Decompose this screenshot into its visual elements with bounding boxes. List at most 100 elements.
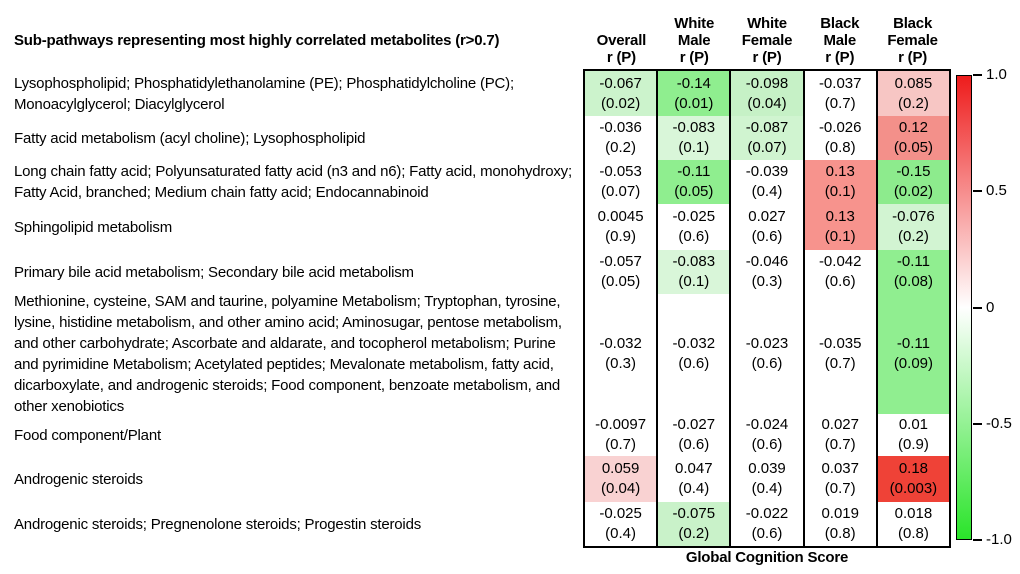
- heatmap-cell: -0.098 (0.04): [729, 71, 803, 116]
- cell-r-value: -0.035: [818, 335, 862, 352]
- cell-r-value: 0.13: [825, 208, 855, 225]
- heatmap-cell: -0.026 (0.8): [802, 116, 876, 160]
- colorbar-tick-label: 0: [986, 298, 995, 316]
- heatmap-cell: -0.022 (0.6): [729, 502, 803, 546]
- heatmap-cell: -0.024 (0.6): [729, 414, 803, 456]
- colorbar-tick-label: 1.0: [986, 66, 1007, 83]
- column-header-1: Overall r (P): [596, 32, 647, 66]
- cell-r-value: 0.019: [821, 505, 859, 522]
- cell-p-value: (0.7): [824, 436, 856, 453]
- heatmap-cell: 0.085 (0.2): [875, 71, 950, 116]
- column-header-3: White Female r (P): [741, 15, 793, 66]
- cell-r-value: -0.067: [599, 74, 642, 92]
- heatmap-cell: 0.18 (0.003): [875, 456, 950, 502]
- cell-p-value: (0.01): [674, 94, 714, 112]
- cell-r-value: 0.0045: [597, 208, 644, 225]
- heatmap-cell: -0.076 (0.2): [875, 204, 950, 250]
- cell-r-value: -0.075: [672, 505, 716, 522]
- cell-p-value: (0.4): [751, 183, 783, 200]
- cell-r-value: -0.023: [745, 335, 789, 352]
- cell-p-value: (0.2): [897, 228, 929, 245]
- heatmap-cell: -0.057 (0.05): [585, 250, 657, 294]
- heatmap-cell: 0.027 (0.7): [802, 414, 876, 456]
- cell-p-value: (0.9): [605, 228, 637, 245]
- heatmap-cell: 0.01 (0.9): [875, 414, 950, 456]
- cell-p-value: (0.4): [605, 525, 637, 542]
- cell-r-value: -0.098: [745, 74, 789, 92]
- heatmap-row: 0.0045 (0.9) -0.025 (0.6) 0.027 (0.6) 0.13 (0.1…: [585, 204, 950, 250]
- cell-p-value: (0.7): [824, 355, 856, 372]
- cell-p-value: (0.6): [824, 273, 856, 290]
- cell-p-value: (0.6): [751, 355, 783, 372]
- row-pathway-label: Lysophospholipid; Phosphatidylethanolami…: [14, 74, 514, 113]
- x-axis-label: Global Cognition Score: [685, 549, 849, 566]
- cell-p-value: (0.003): [889, 480, 938, 497]
- heatmap-cell: 0.13 (0.1): [802, 204, 876, 250]
- cell-r-value: 0.12: [898, 119, 929, 136]
- colorbar-tick-label: -0.5: [986, 414, 1012, 432]
- cell-r-value: -0.027: [672, 416, 716, 433]
- colorbar-tick: [973, 74, 982, 76]
- cell-p-value: (0.2): [678, 525, 710, 542]
- cell-p-value: (0.6): [678, 228, 710, 245]
- cell-p-value: (0.6): [678, 355, 710, 372]
- heatmap-cell: 0.0045 (0.9): [585, 204, 657, 250]
- cell-r-value: 0.01: [898, 416, 929, 433]
- colorbar-tick-label: -1.0: [986, 531, 1012, 548]
- heatmap-cell: 0.13 (0.1): [802, 160, 876, 204]
- cell-p-value: (0.02): [601, 94, 641, 112]
- heatmap-row: 0.059 (0.04) 0.047 (0.4) 0.039 (0.4) 0.037 (0.7…: [585, 456, 950, 502]
- cell-p-value: (0.7): [605, 436, 637, 453]
- cell-r-value: -0.076: [892, 208, 935, 225]
- cell-p-value: (0.3): [751, 273, 783, 290]
- heatmap-cell: -0.11 (0.08): [875, 250, 950, 294]
- heatmap-cell: -0.037 (0.7): [802, 71, 876, 116]
- colorbar-tick-label: 0.5: [986, 182, 1007, 200]
- column-header-4: Black Male r (P): [820, 15, 860, 66]
- heatmap-cell: -0.067 (0.02): [585, 71, 657, 116]
- row-pathway-label: Androgenic steroids: [14, 470, 143, 488]
- cell-r-value: -0.032: [672, 335, 716, 352]
- cell-r-value: -0.11: [896, 253, 930, 270]
- row-pathway-label: Androgenic steroids; Pregnenolone steroi…: [14, 515, 422, 533]
- cell-p-value: (0.6): [751, 525, 783, 542]
- cell-p-value: (0.07): [747, 139, 787, 156]
- cell-p-value: (0.02): [893, 183, 933, 200]
- heatmap-grid: -0.067 (0.02) -0.14 (0.01) -0.098 (0.04) -0.03…: [583, 69, 951, 548]
- cell-r-value: 0.039: [748, 460, 786, 477]
- heatmap-cell: -0.025 (0.6): [656, 204, 730, 250]
- cell-r-value: -0.025: [672, 208, 716, 225]
- heatmap-cell: -0.0097 (0.7): [585, 414, 657, 456]
- cell-p-value: (0.3): [605, 355, 637, 372]
- cell-r-value: 0.18: [898, 460, 929, 477]
- heatmap-cell: -0.087 (0.07): [729, 116, 803, 160]
- cell-p-value: (0.7): [824, 480, 856, 497]
- cell-p-value: (0.1): [824, 183, 856, 200]
- heatmap-cell: 0.018 (0.8): [875, 502, 950, 546]
- row-pathway-label: Food component/Plant: [14, 426, 161, 444]
- heatmap-cell: -0.15 (0.02): [875, 160, 950, 204]
- cell-p-value: (0.6): [751, 228, 783, 245]
- column-headers: Overall r (P) White Male r (P) White Femal…: [585, 8, 949, 66]
- cell-p-value: (0.09): [893, 355, 933, 372]
- cell-r-value: -0.024: [745, 416, 789, 433]
- heatmap-cell: -0.042 (0.6): [802, 250, 876, 294]
- heatmap-cell: 0.059 (0.04): [585, 456, 657, 502]
- row-pathway-label: Long chain fatty acid; Polyunsaturated f…: [14, 163, 572, 201]
- heatmap-row: -0.036 (0.2) -0.083 (0.1) -0.087 (0.07) -0.026…: [585, 116, 950, 160]
- heatmap-cell: -0.14 (0.01): [656, 71, 730, 116]
- cell-p-value: (0.8): [824, 139, 856, 156]
- heatmap-cell: 0.019 (0.8): [802, 502, 876, 546]
- cell-r-value: -0.15: [896, 163, 931, 180]
- heatmap-row: -0.053 (0.07) -0.11 (0.05) -0.039 (0.4) 0.13 (0…: [585, 160, 950, 204]
- cell-r-value: -0.11: [896, 335, 930, 352]
- heatmap-cell: -0.053 (0.07): [585, 160, 657, 204]
- cell-p-value: (0.1): [678, 139, 710, 156]
- heatmap-row: -0.032 (0.3) -0.032 (0.6) -0.023 (0.6) -0.035 (…: [585, 294, 950, 414]
- cell-p-value: (0.1): [678, 273, 710, 290]
- cell-p-value: (0.04): [601, 480, 641, 497]
- heatmap-cell: -0.032 (0.3): [585, 294, 657, 414]
- cell-r-value: -0.039: [745, 163, 789, 180]
- cell-p-value: (0.8): [897, 525, 929, 542]
- heatmap-cell: -0.032 (0.6): [656, 294, 730, 414]
